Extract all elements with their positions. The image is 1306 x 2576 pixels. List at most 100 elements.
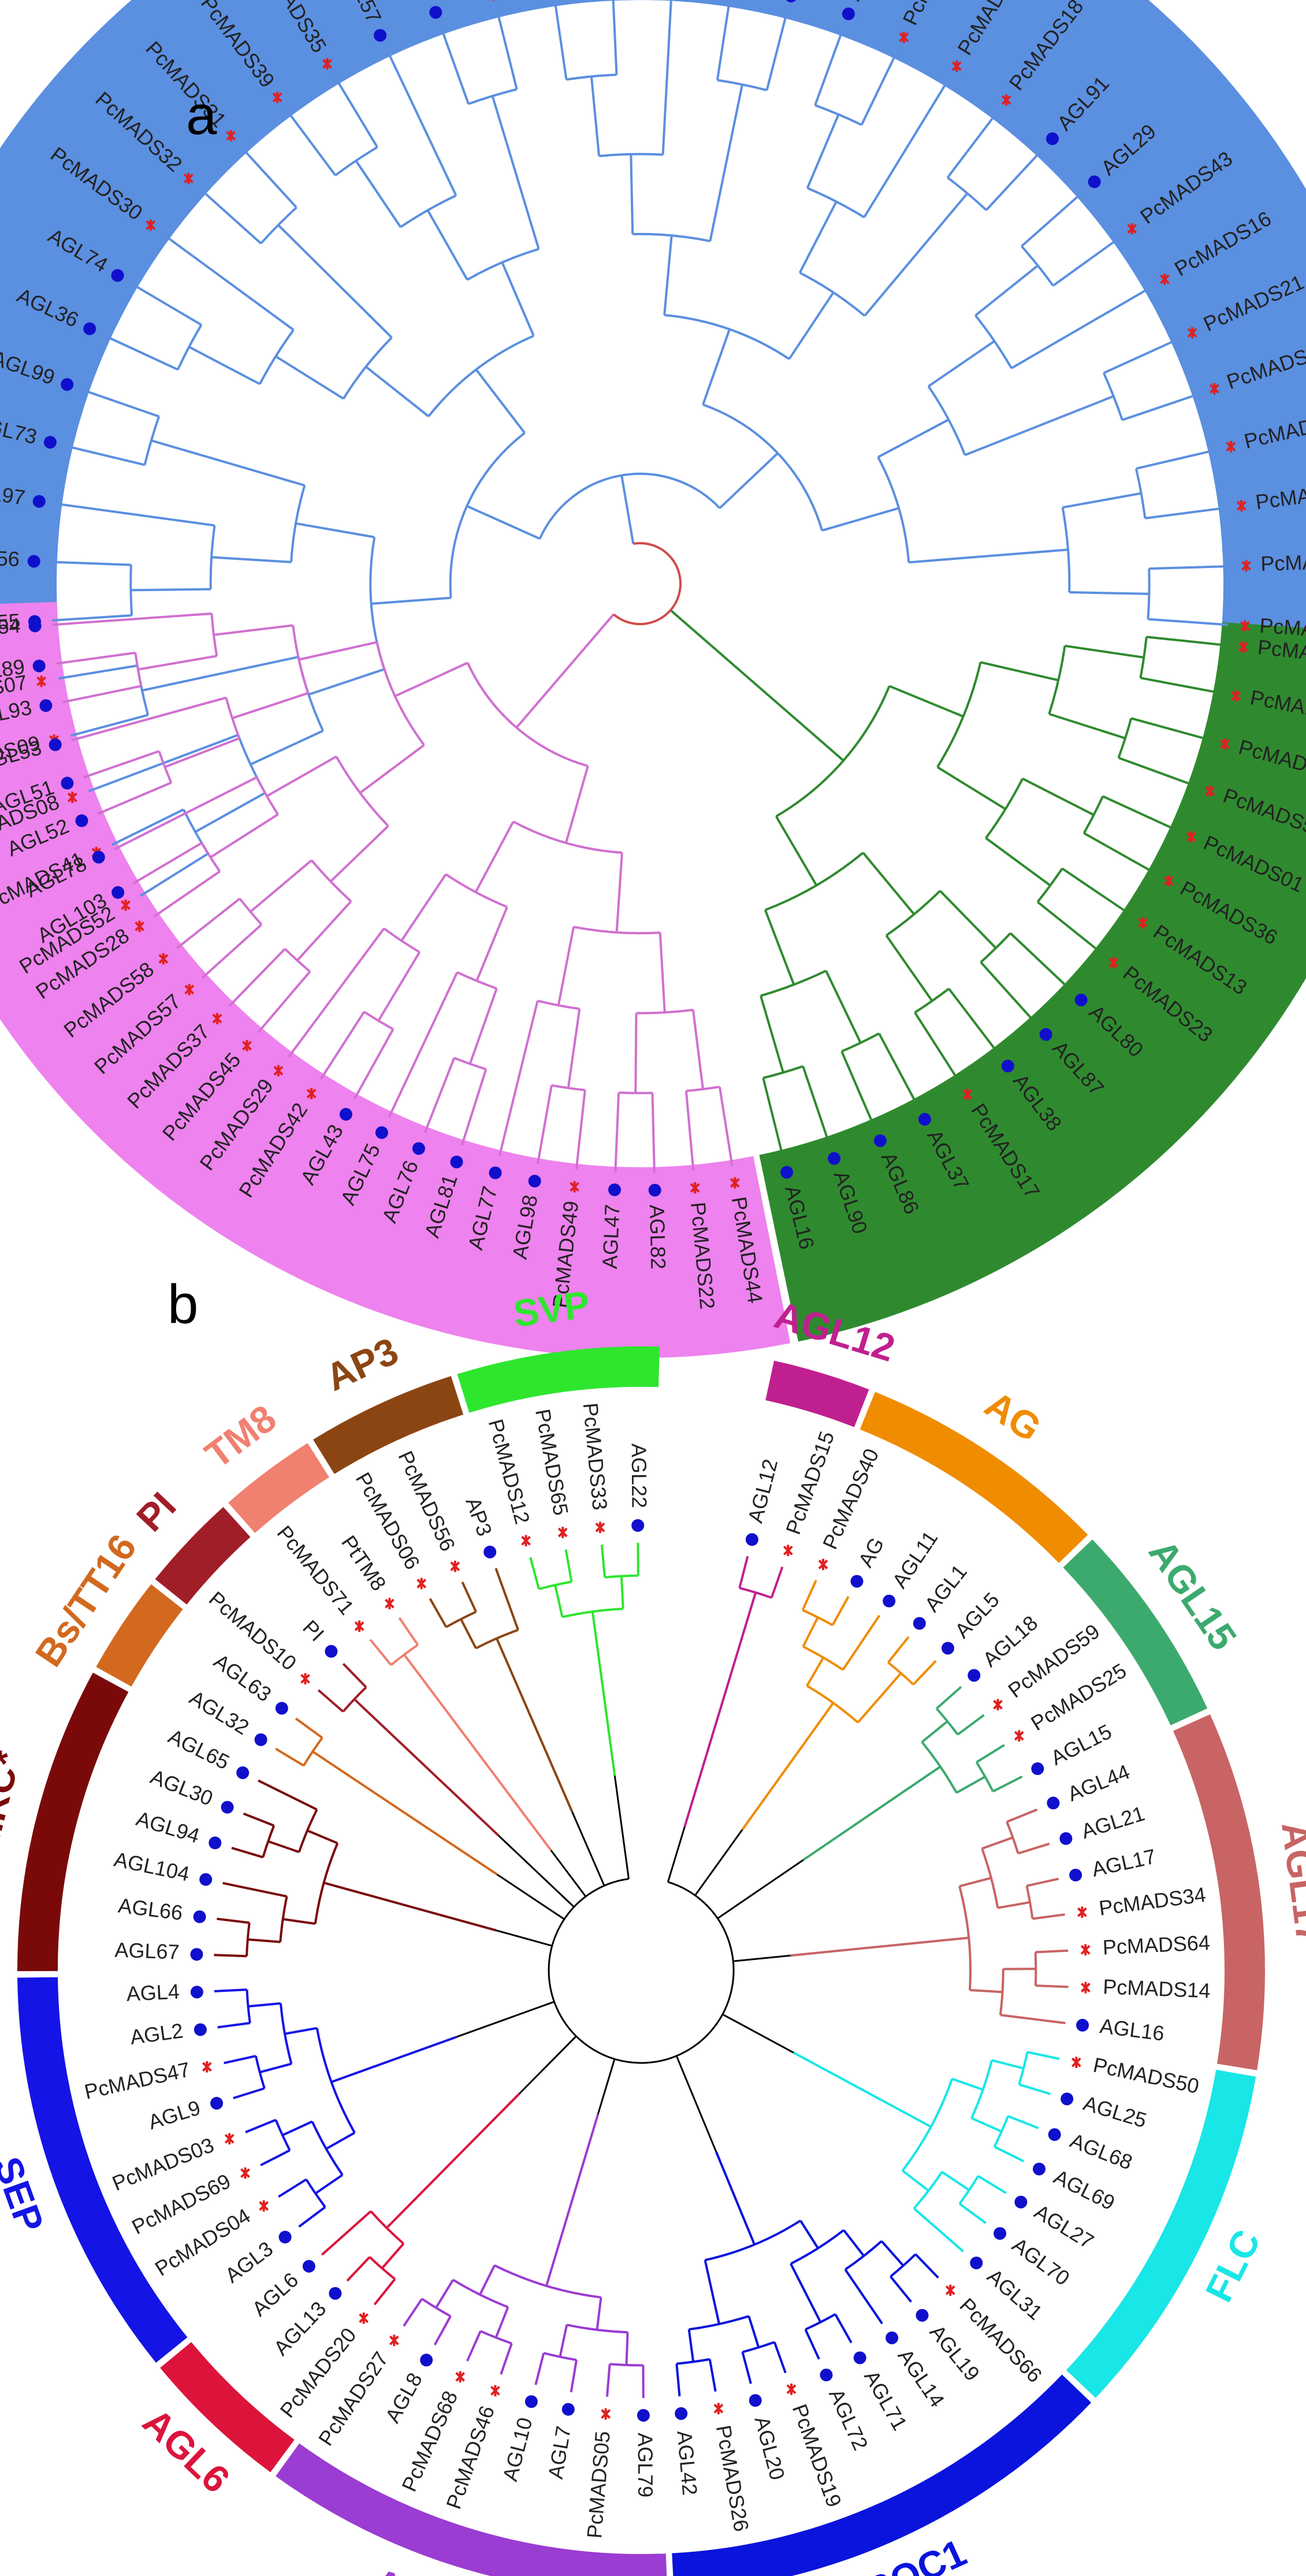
- leaf-marker-circle: [850, 1575, 864, 1588]
- branch-blue-group-97: [1145, 507, 1225, 519]
- leaf-label-pi: PI: [298, 1616, 329, 1646]
- branch-arc-mikc-2: [245, 1922, 251, 1957]
- leaf-marker-circle: [49, 738, 62, 751]
- stem-sep: [331, 2036, 457, 2083]
- branch-arc-blue-group-71: [814, 104, 862, 126]
- leaf-marker-circle: [339, 1108, 352, 1121]
- branch-agl17-0: [1006, 1808, 1038, 1823]
- leaf-marker-circle: [842, 8, 855, 20]
- branch-blue-group-33: [200, 189, 262, 244]
- branch-ap1-ful-1: [606, 2364, 611, 2397]
- leaf-marker-star: [783, 1545, 793, 1557]
- branch-arc-blue-group-56: [449, 432, 526, 598]
- leaf-marker-circle: [92, 851, 105, 864]
- branch-pink-group-6: [691, 1009, 704, 1090]
- leaf-marker-star: [595, 1521, 605, 1534]
- branch-arc-pink-group-65: [210, 613, 218, 656]
- leaf-marker-circle: [39, 699, 53, 712]
- branch-blue-group-66: [630, 154, 634, 235]
- backbone-tm8: [550, 1850, 587, 1897]
- branch-mikc-7: [243, 1812, 275, 1827]
- leaf-marker-circle: [1046, 132, 1059, 146]
- leaf-label-agl6: AGL6: [247, 2267, 303, 2321]
- branch-arc-green-group-35: [762, 1065, 803, 1079]
- branch-pink-group-57: [164, 737, 240, 769]
- clade-label-mikc: MIKC*: [0, 1747, 29, 1866]
- branch-blue-group-24: [308, 668, 385, 696]
- leaf-marker-star: [1238, 641, 1248, 653]
- branch-ap1-ful-18: [596, 2297, 602, 2330]
- leaf-marker-circle: [918, 1113, 931, 1126]
- branch-sep-10: [224, 2055, 256, 2065]
- leaf-marker-circle: [1014, 2195, 1028, 2208]
- leaf-marker-circle: [489, 1166, 502, 1179]
- branch-pink-group-52: [266, 755, 337, 797]
- branch-ap1-ful-19: [479, 2265, 496, 2295]
- branch-arc-agl17-17: [958, 1885, 972, 1991]
- branch-green-group-13: [1037, 901, 1101, 953]
- branch-green-group-12: [1061, 867, 1129, 915]
- leaf-label-agl3: AGL3: [221, 2237, 277, 2288]
- branch-flc-12: [941, 2171, 970, 2191]
- panel-b-branches: [214, 1542, 1069, 2399]
- leaf-label-agl47: AGL47: [598, 1204, 624, 1270]
- branch-green-group-6: [1065, 644, 1144, 659]
- leaf-label-agl11: AGL11: [887, 1527, 942, 1593]
- backbone-ag: [694, 1829, 743, 1896]
- branch-agl17-3: [1026, 1877, 1059, 1887]
- branch-soc1-9: [843, 2229, 865, 2257]
- branch-arc-flc-8: [970, 2059, 994, 2119]
- clade-band-green-group: [759, 622, 1306, 1342]
- leaf-label-agl44: AGL44: [1064, 1760, 1133, 1806]
- branch-ag-4: [842, 1614, 881, 1671]
- clade-label-agl17: AGL17: [1274, 1820, 1306, 1947]
- branch-blue-group-6: [70, 714, 148, 737]
- branch-green-group-43: [775, 815, 818, 886]
- branch-agl17-13: [1000, 2014, 1066, 2025]
- leaf-label-pcmads70: PcMADS70: [1260, 548, 1306, 575]
- branch-blue-group-15: [131, 588, 211, 592]
- leaf-marker-star: [713, 2403, 724, 2415]
- branch-blue-group-105: [877, 418, 950, 458]
- branch-pink-group-34: [474, 821, 515, 893]
- branch-green-group-15: [1022, 777, 1095, 816]
- branch-blue-group-82: [788, 291, 835, 360]
- leaf-marker-circle: [209, 1836, 222, 1850]
- branch-arc-green-group-23: [980, 932, 1011, 963]
- backbone-agl17: [733, 1954, 791, 1962]
- leaf-marker-star: [1138, 917, 1148, 929]
- branch-blue-group-52: [501, 262, 535, 336]
- branch-mikc-13: [307, 1829, 338, 1844]
- root-arc-b: [548, 1878, 735, 2064]
- stem-blue-group: [620, 475, 635, 544]
- leaf-label-agl56: AGL56: [0, 545, 20, 571]
- branch-blue-group-103: [1069, 591, 1149, 595]
- branch-agl6-0: [373, 2278, 396, 2306]
- branch-arc-agl15-2: [936, 1708, 959, 1735]
- leaf-marker-star: [1187, 327, 1197, 339]
- leaf-label-agl82: AGL82: [645, 1204, 671, 1270]
- branch-blue-group-0: [139, 852, 209, 897]
- branch-green-group-19: [936, 766, 1006, 810]
- branch-blue-group-37: [277, 224, 393, 339]
- branch-pink-group-22: [388, 971, 459, 1118]
- branch-blue-group-76: [985, 150, 1042, 211]
- branch-mikc-9: [267, 1840, 300, 1853]
- branch-sep-6: [314, 2174, 344, 2195]
- leaf-marker-star: [951, 60, 962, 72]
- branch-blue-group-22: [151, 439, 305, 487]
- backbone-sep: [456, 2000, 555, 2038]
- branch-blue-group-63: [716, 1, 731, 80]
- branch-mikc-6: [231, 1846, 263, 1859]
- branch-pink-group-31: [400, 873, 447, 942]
- branch-green-group-3: [1130, 717, 1209, 741]
- leaf-label-pcmads05: PcMADS05: [582, 2430, 615, 2540]
- branch-pink-group-58: [72, 696, 226, 741]
- leaf-label-agl16: AGL16: [1099, 2014, 1166, 2045]
- branch-blue-group-31: [163, 234, 295, 331]
- branch-pink-group-28: [288, 927, 385, 1058]
- branch-soc1-4: [844, 2269, 883, 2325]
- leaf-label-pcmads47: PcMADS47: [82, 2057, 192, 2103]
- branch-pink-group-54: [97, 781, 172, 815]
- leaf-label-agl25: AGL25: [1081, 2091, 1149, 2133]
